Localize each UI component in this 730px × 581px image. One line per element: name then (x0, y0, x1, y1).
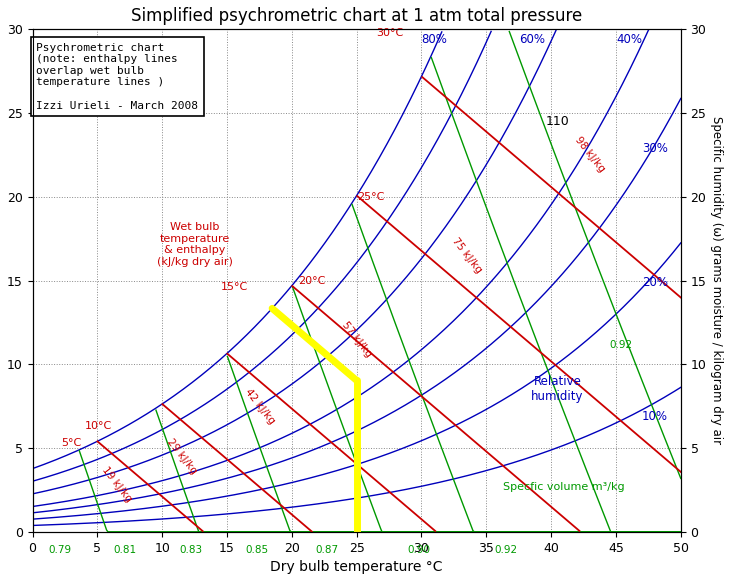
Text: 19 kJ/kg: 19 kJ/kg (100, 465, 134, 504)
Text: 80%: 80% (421, 33, 447, 46)
X-axis label: Dry bulb temperature °C: Dry bulb temperature °C (270, 560, 443, 574)
Text: 5°C: 5°C (61, 438, 81, 448)
Text: 20°C: 20°C (299, 275, 326, 285)
Text: Psychrometric chart
(note: enthalpy lines
overlap wet bulb
temperature lines )

: Psychrometric chart (note: enthalpy line… (36, 42, 199, 110)
Text: 0.90: 0.90 (407, 545, 431, 555)
Text: 0.85: 0.85 (245, 545, 269, 555)
Text: 110: 110 (546, 115, 569, 128)
Text: 0.83: 0.83 (179, 545, 202, 555)
Text: Specfic volume m³/kg: Specfic volume m³/kg (503, 482, 625, 492)
Y-axis label: Specific humidity (ω) grams moisture / kilogram dry air: Specific humidity (ω) grams moisture / k… (710, 116, 723, 444)
Text: Relative
humidity: Relative humidity (531, 375, 584, 403)
Text: 29 kJ/kg: 29 kJ/kg (165, 437, 199, 476)
Text: 75 kJ/kg: 75 kJ/kg (450, 236, 484, 275)
Text: 0.92: 0.92 (494, 545, 518, 555)
Text: 0.79: 0.79 (48, 545, 72, 555)
Text: 40%: 40% (616, 33, 642, 46)
Text: 57 kJ/kg: 57 kJ/kg (340, 320, 374, 358)
Text: Wet bulb
temperature
& enthalpy
(kJ/kg dry air): Wet bulb temperature & enthalpy (kJ/kg d… (157, 222, 233, 267)
Text: 98 kJ/kg: 98 kJ/kg (573, 135, 607, 174)
Text: 20%: 20% (642, 276, 668, 289)
Text: 10%: 10% (642, 410, 668, 423)
Text: 42 kJ/kg: 42 kJ/kg (242, 386, 276, 426)
Text: 60%: 60% (519, 33, 545, 46)
Text: 0.87: 0.87 (315, 545, 339, 555)
Text: 30°C: 30°C (376, 28, 404, 38)
Text: 0.81: 0.81 (113, 545, 137, 555)
Title: Simplified psychrometric chart at 1 atm total pressure: Simplified psychrometric chart at 1 atm … (131, 7, 583, 25)
Text: 30%: 30% (642, 142, 668, 155)
Text: 25°C: 25°C (357, 192, 384, 202)
Text: 15°C: 15°C (220, 282, 247, 292)
Text: 10°C: 10°C (85, 421, 112, 431)
Text: 0.92: 0.92 (610, 339, 633, 350)
